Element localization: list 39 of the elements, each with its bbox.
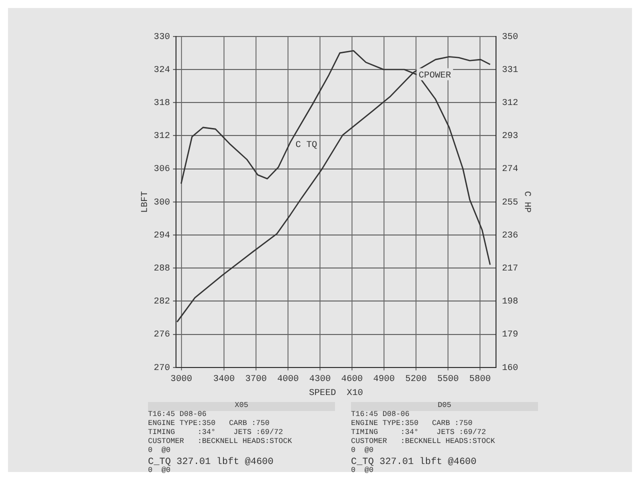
y2-tick-label: 274: [502, 164, 518, 174]
x-tick-label: 5200: [405, 374, 427, 384]
x-tick-label: 5500: [437, 374, 459, 384]
x-tick-label: 4600: [341, 374, 363, 384]
y-tick-label: 294: [154, 230, 170, 240]
y2-tick-label: 198: [502, 296, 518, 307]
y-tick-label: 288: [154, 263, 170, 274]
y-tick-label: 312: [154, 131, 170, 142]
y-tick-label: 324: [154, 64, 170, 75]
y2-tick-label: 236: [502, 230, 518, 240]
y2-tick-label: 331: [502, 64, 518, 75]
y-tick-label: 318: [154, 98, 170, 108]
y-tick-label: 330: [154, 32, 170, 42]
y2-tick-label: 179: [502, 330, 518, 340]
y2-tick-label: 160: [502, 362, 518, 373]
x-tick-label: 4900: [373, 374, 395, 384]
y-tick-label: 306: [154, 164, 170, 174]
text: C_TQ 327.01 lbft @4600: [351, 456, 478, 467]
y2-tick-label: 255: [502, 197, 518, 208]
x-tick-label: 5800: [469, 374, 491, 384]
y-tick-label: 282: [154, 296, 170, 307]
y-axis-title: LBFT: [140, 190, 150, 213]
series-label: C TQ: [296, 140, 318, 150]
y2-tick-label: 312: [502, 98, 518, 108]
y2-tick-label: 217: [502, 263, 518, 274]
y2-axis-title: C HP: [522, 191, 532, 213]
series-label: CPOWER: [418, 70, 452, 80]
x-tick-label: 4000: [277, 374, 299, 384]
x-tick-label: 3000: [170, 374, 192, 384]
y-tick-label: 276: [154, 330, 170, 340]
x-tick-label: 3700: [245, 374, 267, 384]
y2-tick-label: 350: [502, 32, 518, 42]
x-tick-label: 3400: [213, 374, 235, 384]
y-tick-label: 300: [154, 197, 170, 208]
y2-tick-label: 293: [502, 131, 518, 142]
x-axis-title: SPEED X10: [308, 388, 364, 398]
text: C_TQ 327.01 lbft @4600: [148, 456, 274, 467]
x-tick-label: 4300: [309, 374, 331, 384]
y-tick-label: 270: [154, 362, 170, 373]
